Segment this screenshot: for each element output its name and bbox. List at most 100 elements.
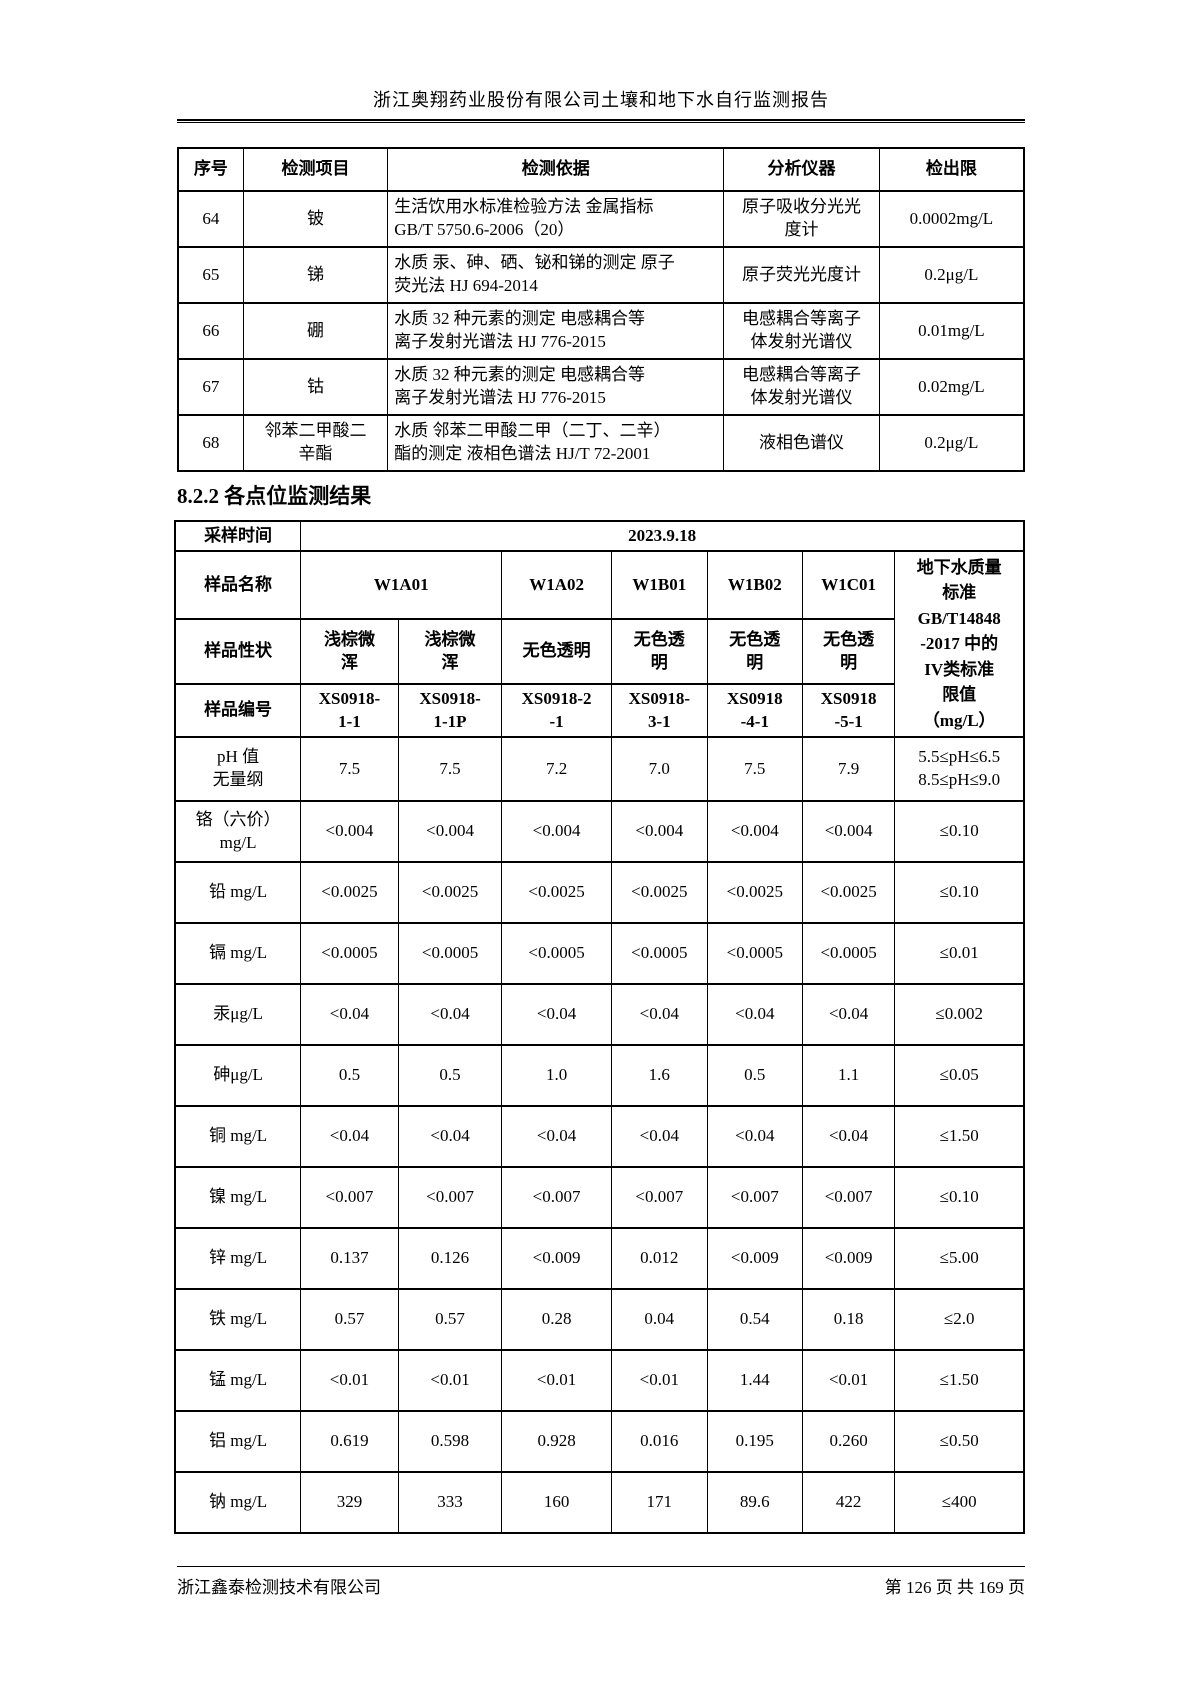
- parameter-value: <0.04: [397, 983, 503, 1046]
- sample-character: 无色透 明: [706, 618, 803, 685]
- parameter-value: <0.004: [801, 800, 896, 863]
- parameter-value: <0.004: [501, 800, 612, 863]
- sampling-time-label: 采样时间: [174, 520, 302, 552]
- parameter-value: 0.54: [706, 1288, 803, 1351]
- parameter-value: <0.04: [706, 983, 803, 1046]
- parameter-row: 铝 mg/L 0.619 0.598 0.928 0.016 0.195 0.2…: [174, 1410, 1025, 1473]
- parameter-value: <0.009: [501, 1227, 612, 1290]
- parameter-row: 锌 mg/L 0.137 0.126 <0.009 0.012 <0.009 <…: [174, 1227, 1025, 1290]
- parameter-label: 铜 mg/L: [174, 1105, 302, 1168]
- parameter-value: 0.5: [300, 1044, 399, 1107]
- sample-id-label: 样品编号: [174, 683, 302, 738]
- parameter-value: 1.1: [801, 1044, 896, 1107]
- parameter-value: 329: [300, 1471, 399, 1534]
- method-cell-instrument: 原子吸收分光光 度计: [723, 190, 880, 248]
- parameter-standard: ≤0.10: [894, 800, 1025, 863]
- parameter-row: 砷μg/L 0.5 0.5 1.0 1.6 0.5 1.1 ≤0.05: [174, 1044, 1025, 1107]
- method-table-row: 68 邻苯二甲酸二 辛酯 水质 邻苯二甲酸二甲（二丁、二辛） 酯的测定 液相色谱…: [177, 414, 1025, 472]
- method-cell-limit: 0.0002mg/L: [878, 190, 1025, 248]
- parameter-row-ph: pH 值 无量纲 7.5 7.5 7.2 7.0 7.5 7.9 5.5≤pH≤…: [174, 736, 1025, 802]
- parameter-standard: ≤0.10: [894, 1166, 1025, 1229]
- method-table-row: 67 钴 水质 32 种元素的测定 电感耦合等 离子发射光谱法 HJ 776-2…: [177, 358, 1025, 416]
- parameter-value: 422: [801, 1471, 896, 1534]
- parameter-value: 0.598: [397, 1410, 503, 1473]
- method-cell-basis: 水质 32 种元素的测定 电感耦合等 离子发射光谱法 HJ 776-2015: [387, 302, 725, 360]
- parameter-value: 89.6: [706, 1471, 803, 1534]
- parameter-value: 0.57: [300, 1288, 399, 1351]
- method-cell-no: 64: [177, 190, 244, 248]
- method-cell-no: 68: [177, 414, 244, 472]
- method-cell-basis: 水质 32 种元素的测定 电感耦合等 离子发射光谱法 HJ 776-2015: [387, 358, 725, 416]
- footer-company: 浙江鑫泰检测技术有限公司: [177, 1578, 381, 1597]
- parameter-value: 7.0: [610, 736, 708, 802]
- header-rule-thick: [177, 119, 1025, 121]
- parameter-standard: ≤0.05: [894, 1044, 1025, 1107]
- parameter-value: 0.126: [397, 1227, 503, 1290]
- sample-id: XS0918 -4-1: [706, 683, 803, 738]
- parameter-value: <0.007: [300, 1166, 399, 1229]
- method-table-row: 65 锑 水质 汞、砷、硒、铋和锑的测定 原子 荧光法 HJ 694-2014 …: [177, 246, 1025, 304]
- parameter-value: <0.0025: [610, 861, 708, 924]
- parameter-value: <0.009: [801, 1227, 896, 1290]
- parameter-label: 汞μg/L: [174, 983, 302, 1046]
- sample-character: 浅棕微 浑: [397, 618, 503, 685]
- parameter-value: <0.0005: [610, 922, 708, 985]
- parameter-value: <0.04: [397, 1105, 503, 1168]
- parameter-value: <0.04: [610, 983, 708, 1046]
- parameter-row: 锰 mg/L <0.01 <0.01 <0.01 <0.01 1.44 <0.0…: [174, 1349, 1025, 1412]
- parameter-value: <0.007: [501, 1166, 612, 1229]
- parameter-value: 0.28: [501, 1288, 612, 1351]
- method-cell-item: 钴: [242, 358, 389, 416]
- parameter-standard: ≤5.00: [894, 1227, 1025, 1290]
- parameter-standard: ≤0.002: [894, 983, 1025, 1046]
- sample-id: XS0918- 3-1: [610, 683, 708, 738]
- sample-id: XS0918- 1-1: [300, 683, 399, 738]
- method-col-header-instrument: 分析仪器: [723, 147, 880, 192]
- parameter-label: pH 值 无量纲: [174, 736, 302, 802]
- sample-character: 无色透明: [501, 618, 612, 685]
- parameter-row: 镍 mg/L <0.007 <0.007 <0.007 <0.007 <0.00…: [174, 1166, 1025, 1229]
- method-cell-limit: 0.2μg/L: [878, 414, 1025, 472]
- method-cell-instrument: 电感耦合等离子 体发射光谱仪: [723, 358, 880, 416]
- sample-name-row: 样品名称 W1A01 W1A02 W1B01 W1B02 W1C01 地下水质量…: [174, 550, 1025, 738]
- results-table: 采样时间 2023.9.18 样品名称 W1A01 W1A02 W1B01 W1…: [174, 520, 1025, 1534]
- sampling-time-row: 采样时间 2023.9.18: [174, 520, 1025, 552]
- parameter-value: <0.0005: [501, 922, 612, 985]
- parameter-value: <0.007: [801, 1166, 896, 1229]
- method-cell-item: 邻苯二甲酸二 辛酯: [242, 414, 389, 472]
- method-cell-instrument: 电感耦合等离子 体发射光谱仪: [723, 302, 880, 360]
- parameter-value: <0.0025: [397, 861, 503, 924]
- parameter-value: 1.0: [501, 1044, 612, 1107]
- parameter-row: 钠 mg/L 329 333 160 171 89.6 422 ≤400: [174, 1471, 1025, 1534]
- parameter-value: <0.0025: [801, 861, 896, 924]
- sample-character-row: 样品性状 浅棕微 浑 浅棕微 浑 无色透明 无色透 明 无色透 明 无色透 明: [174, 618, 1024, 685]
- parameter-row: 汞μg/L <0.04 <0.04 <0.04 <0.04 <0.04 <0.0…: [174, 983, 1025, 1046]
- sample-name-label: 样品名称: [174, 550, 302, 620]
- parameter-value: <0.0025: [300, 861, 399, 924]
- parameter-value: <0.0005: [706, 922, 803, 985]
- parameter-value: 1.6: [610, 1044, 708, 1107]
- method-cell-basis: 水质 邻苯二甲酸二甲（二丁、二辛） 酯的测定 液相色谱法 HJ/T 72-200…: [387, 414, 725, 472]
- sample-id: XS0918-2 -1: [501, 683, 612, 738]
- parameter-value: <0.0005: [397, 922, 503, 985]
- parameter-value: 7.5: [706, 736, 803, 802]
- sample-name: W1B01: [610, 550, 708, 620]
- parameter-value: <0.04: [801, 1105, 896, 1168]
- method-cell-limit: 0.02mg/L: [878, 358, 1025, 416]
- method-cell-no: 65: [177, 246, 244, 304]
- sample-name: W1B02: [706, 550, 803, 620]
- parameter-label: 铬（六价） mg/L: [174, 800, 302, 863]
- parameter-standard: ≤0.50: [894, 1410, 1025, 1473]
- method-cell-item: 硼: [242, 302, 389, 360]
- parameter-value: <0.04: [610, 1105, 708, 1168]
- parameter-value: 0.012: [610, 1227, 708, 1290]
- parameter-value: 0.04: [610, 1288, 708, 1351]
- header-rule-thin: [177, 122, 1025, 123]
- parameter-label: 铁 mg/L: [174, 1288, 302, 1351]
- parameter-standard: ≤0.01: [894, 922, 1025, 985]
- parameter-label: 锌 mg/L: [174, 1227, 302, 1290]
- method-cell-no: 67: [177, 358, 244, 416]
- parameter-value: <0.004: [706, 800, 803, 863]
- parameter-label: 铝 mg/L: [174, 1410, 302, 1473]
